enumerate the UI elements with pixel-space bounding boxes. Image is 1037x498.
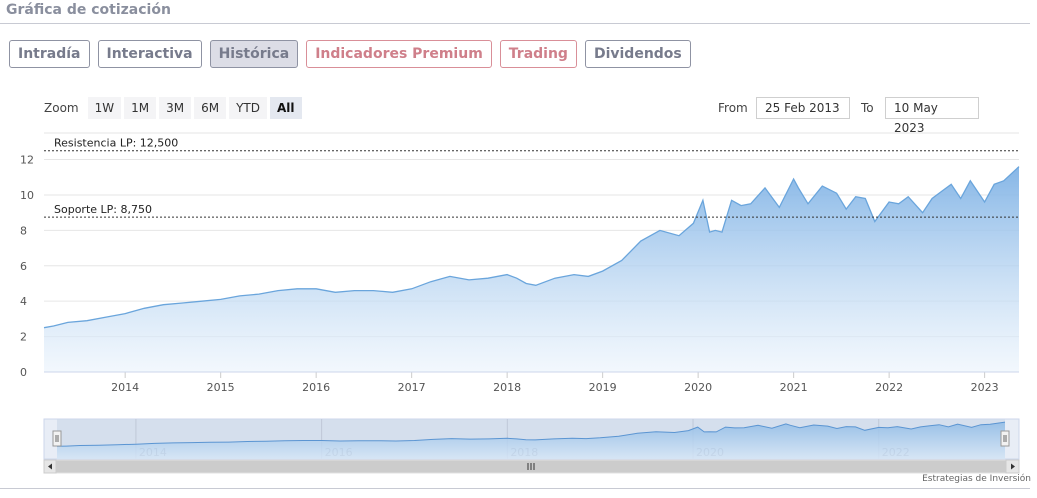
bottom-divider (0, 488, 1030, 489)
range-from-label: From (718, 101, 748, 115)
x-tick-label: 2021 (780, 381, 808, 394)
x-tick-label: 2023 (971, 381, 999, 394)
tab-historica[interactable]: Histórica (209, 40, 299, 68)
chart-tabs: Intradía Interactiva Histórica Indicador… (9, 40, 691, 68)
tab-indicadores-premium[interactable]: Indicadores Premium (306, 40, 492, 68)
x-tick-label: 2017 (398, 381, 426, 394)
zoom-1m-button[interactable]: 1M (124, 97, 157, 119)
y-axis: 0 2 4 6 8 10 12 (20, 154, 34, 379)
navigator-right-handle[interactable] (1000, 430, 1010, 447)
range-from-input[interactable]: 25 Feb 2013 (756, 97, 850, 119)
arrow-right-icon (1011, 463, 1015, 470)
zoom-label: Zoom (44, 101, 79, 115)
navigator[interactable]: 20142016201820202022 (43, 418, 1020, 474)
y-tick-label: 0 (20, 366, 27, 379)
credit-link[interactable]: Estrategias de Inversión (922, 474, 1031, 484)
x-tick-label: 2014 (111, 381, 139, 394)
price-line (43, 166, 1020, 329)
y-tick-label: 2 (20, 331, 27, 344)
tab-intradia[interactable]: Intradía (9, 40, 90, 68)
zoom-1w-button[interactable]: 1W (87, 97, 122, 119)
price-area-fill (44, 166, 1019, 372)
x-tick-label: 2022 (875, 381, 903, 394)
zoom-3m-button[interactable]: 3M (159, 97, 192, 119)
tab-dividendos[interactable]: Dividendos (584, 40, 691, 68)
section-title: Gráfica de cotización (6, 2, 171, 18)
range-to-label: To (861, 101, 874, 115)
x-tick-label: 2016 (302, 381, 330, 394)
x-axis: 2014 2015 2016 2017 2018 2019 2020 2021 2022 2023 (44, 371, 1019, 394)
tab-trading[interactable]: Trading (499, 40, 577, 68)
y-tick-label: 6 (20, 260, 27, 273)
range-to-input[interactable]: 10 May 2023 (885, 97, 979, 135)
y-tick-label: 12 (20, 154, 34, 167)
y-tick-label: 8 (20, 224, 27, 237)
levels: Resistencia LP: 12,500 Soporte LP: 8,750 (44, 137, 1019, 218)
title-divider (0, 23, 1030, 24)
support-label: Soporte LP: 8,750 (54, 203, 152, 216)
x-tick-label: 2015 (207, 381, 235, 394)
zoom-selector: Zoom 1W 1M 3M 6M YTD All (44, 97, 302, 119)
navigator-area (57, 422, 1005, 459)
x-tick-label: 2018 (493, 381, 521, 394)
zoom-ytd-button[interactable]: YTD (229, 97, 267, 119)
navigator-left-handle[interactable] (52, 430, 62, 447)
x-tick-label: 2019 (589, 381, 617, 394)
navigator-line (56, 421, 1006, 447)
resistance-label: Resistencia LP: 12,500 (54, 137, 178, 150)
y-tick-label: 10 (20, 189, 34, 202)
tab-interactiva[interactable]: Interactiva (97, 40, 202, 68)
zoom-all-button[interactable]: All (270, 97, 302, 119)
y-tick-label: 4 (20, 295, 27, 308)
x-tick-label: 2020 (684, 381, 712, 394)
arrow-left-icon (48, 463, 52, 470)
zoom-6m-button[interactable]: 6M (194, 97, 227, 119)
price-area (43, 166, 1020, 372)
